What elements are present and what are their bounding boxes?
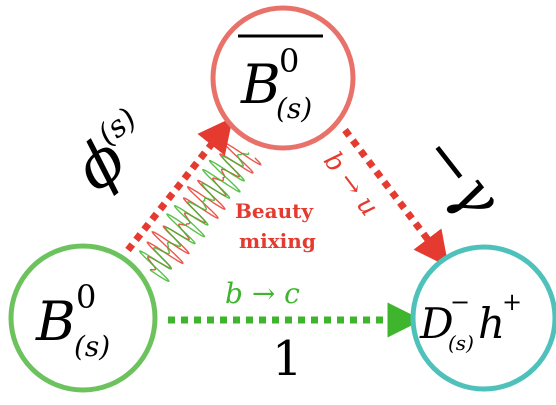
svg-text:b → u: b → u — [317, 147, 384, 222]
node-d-h-base: D — [419, 299, 454, 348]
node-b-bar-base: B — [240, 53, 281, 116]
node-b-circle — [8, 243, 158, 393]
b-to-u-text: b → u — [317, 147, 384, 222]
node-b-sup: 0 — [76, 278, 96, 316]
node-d-h-tail: h — [478, 299, 505, 348]
node-b-bar: B 0 (s) — [210, 5, 356, 151]
svg-text:0: 0 — [279, 42, 299, 80]
node-d-h-tail-sup: + — [502, 288, 522, 316]
svg-text:−: − — [450, 288, 470, 316]
node-b-bar-sup: 0 — [279, 42, 299, 80]
svg-text:h: h — [478, 299, 505, 348]
gamma-label: −γ — [407, 120, 515, 231]
svg-text:0: 0 — [76, 278, 96, 316]
node-d-h: D − (s) h + — [410, 244, 556, 392]
svg-text:(s): (s) — [276, 92, 312, 125]
svg-text:B: B — [240, 53, 281, 116]
svg-text:+: + — [502, 288, 522, 316]
svg-text:B: B — [35, 290, 76, 353]
b-to-u-label: b → u — [317, 147, 384, 222]
svg-text:D: D — [419, 299, 454, 348]
node-d-h-sub: (s) — [448, 331, 474, 355]
node-b-base: B — [35, 290, 76, 353]
b-to-c-label: b → c — [225, 277, 300, 310]
beauty-label: Beauty — [235, 199, 314, 223]
oscillation-wave-icon — [138, 141, 262, 283]
svg-text:−γ: −γ — [407, 120, 515, 231]
node-d-h-sup: − — [450, 288, 470, 316]
mixing-label: mixing — [239, 229, 316, 253]
node-b: B 0 (s) — [8, 243, 158, 393]
amplitude-one-label: 1 — [272, 331, 303, 387]
node-b-bar-sub: (s) — [276, 92, 312, 125]
node-b-bar-circle — [210, 5, 356, 151]
svg-text:(s): (s) — [74, 330, 110, 363]
node-b-sub: (s) — [74, 330, 110, 363]
gamma-symbol: −γ — [407, 120, 515, 231]
svg-text:(s): (s) — [448, 331, 474, 355]
node-d-h-circle — [410, 244, 556, 392]
phi-s-label: ϕ (s) — [61, 101, 144, 205]
